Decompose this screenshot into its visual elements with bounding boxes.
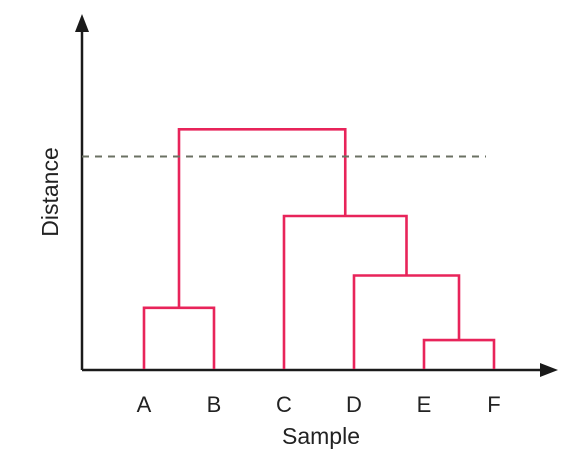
merge-link-m4 [284,216,407,369]
sample-label-c: C [276,392,292,417]
merge-link-m2 [144,308,214,369]
merge-link-m1 [424,340,494,369]
sample-label-a: A [137,392,152,417]
sample-label-b: B [207,392,222,417]
x-axis-title: Sample [282,423,360,449]
x-axis-arrowhead [540,363,558,377]
merge-link-m3 [354,276,459,370]
y-axis-arrowhead [75,14,89,32]
sample-labels: A B C D E F [137,392,501,417]
sample-label-d: D [346,392,362,417]
sample-label-f: F [487,392,500,417]
y-axis-title: Distance [37,147,63,236]
dendrogram-links [144,129,494,369]
sample-label-e: E [417,392,432,417]
